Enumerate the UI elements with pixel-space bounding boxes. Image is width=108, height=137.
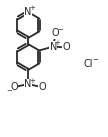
- Text: Cl: Cl: [83, 59, 93, 69]
- Text: N: N: [50, 42, 57, 52]
- Text: −: −: [7, 88, 12, 94]
- Text: +: +: [29, 78, 35, 84]
- Text: O: O: [51, 28, 59, 38]
- Text: N: N: [24, 7, 32, 17]
- Text: +: +: [54, 40, 60, 46]
- Text: O: O: [62, 42, 70, 52]
- Text: O: O: [10, 82, 18, 92]
- Text: O: O: [38, 82, 46, 92]
- Text: −: −: [57, 28, 63, 34]
- Text: −: −: [92, 57, 98, 63]
- Text: N: N: [24, 79, 32, 89]
- Text: +: +: [29, 5, 35, 12]
